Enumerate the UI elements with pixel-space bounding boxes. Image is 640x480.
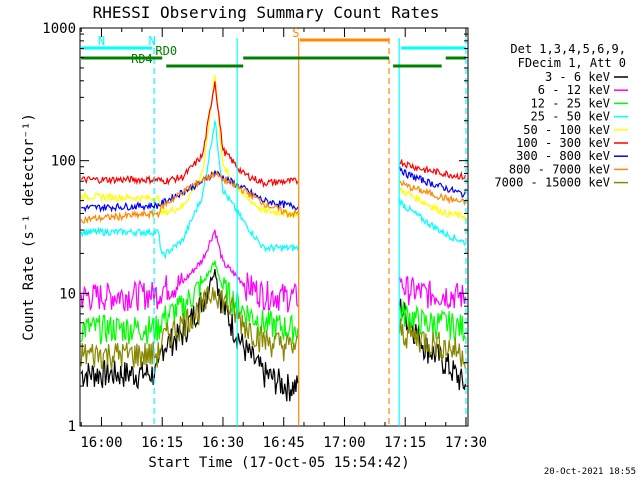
series-line <box>81 81 299 188</box>
plot-frame <box>79 27 469 427</box>
series-300-800-kev <box>80 166 466 213</box>
y-tick-label: 1000 <box>42 21 76 37</box>
x-axis-label: Start Time (17-Oct-05 15:54:42) <box>148 455 409 471</box>
status-bar-label: S <box>292 26 299 40</box>
footer-timestamp: 20-Oct-2021 18:55 <box>544 467 636 477</box>
x-tick-label: 17:00 <box>323 435 365 451</box>
x-tick-label: 16:00 <box>80 435 122 451</box>
legend-label: 300 - 800 keV <box>516 149 610 163</box>
x-tick-label: 16:45 <box>263 435 305 451</box>
legend-label: 3 - 6 keV <box>545 70 610 84</box>
series-line <box>80 170 299 224</box>
legend-label: 25 - 50 keV <box>531 110 610 124</box>
series-line <box>399 186 466 222</box>
series-line <box>399 318 466 369</box>
status-bar-label: RD4 <box>131 52 153 66</box>
series-line <box>80 229 299 313</box>
series-line <box>80 120 299 260</box>
status-bar-label: N <box>148 34 155 48</box>
y-axis-ticks: 1 10 100 1000 <box>42 21 468 435</box>
x-tick-label: 17:30 <box>445 435 487 451</box>
series-800-7000-kev <box>80 170 466 224</box>
status-bar-label: RD0 <box>155 44 177 58</box>
status-bar-label: N <box>98 34 105 48</box>
y-axis-label: Count Rate (s⁻¹ detector⁻¹) <box>21 113 37 341</box>
series-layer <box>80 74 466 402</box>
y-tick-label: 1 <box>68 419 76 435</box>
legend-label: 100 - 300 keV <box>516 136 610 150</box>
series-line <box>80 269 299 402</box>
series-line <box>80 260 299 345</box>
x-tick-label: 17:15 <box>384 435 426 451</box>
y-tick-label: 100 <box>51 154 76 170</box>
legend: Det 1,3,4,5,6,9, FDecim 1, Att 0 3 - 6 k… <box>494 42 628 190</box>
series-line <box>80 74 299 220</box>
series-6-12-kev <box>80 229 466 313</box>
x-tick-label: 16:30 <box>202 435 244 451</box>
series-line <box>399 199 466 247</box>
chart-title: RHESSI Observing Summary Count Rates <box>93 3 440 22</box>
series-50-100-kev <box>80 74 466 222</box>
series-line <box>399 166 466 199</box>
series-100-300-kev <box>81 81 466 188</box>
series-line <box>80 286 299 370</box>
legend-label: 7000 - 15000 keV <box>494 176 610 190</box>
legend-label: 800 - 7000 keV <box>509 162 610 176</box>
legend-label: 12 - 25 keV <box>531 96 610 110</box>
x-tick-label: 16:15 <box>141 435 183 451</box>
series-line <box>399 179 466 207</box>
series-line <box>80 170 299 213</box>
series-7000-15000-kev <box>80 286 466 370</box>
vertical-marker-layer <box>153 38 467 426</box>
legend-header-line-1: Det 1,3,4,5,6,9, <box>510 42 626 56</box>
series-25-50-kev <box>80 120 466 260</box>
series-line <box>399 275 466 310</box>
series-line <box>399 159 466 181</box>
legend-header-line-2: FDecim 1, Att 0 <box>518 56 626 70</box>
y-tick-label: 10 <box>59 286 76 302</box>
legend-label: 50 - 100 keV <box>523 123 610 137</box>
legend-label: 6 - 12 keV <box>538 83 610 97</box>
x-axis-ticks: 16:00 16:15 16:30 16:45 17:00 17:15 17:30 <box>80 28 487 451</box>
